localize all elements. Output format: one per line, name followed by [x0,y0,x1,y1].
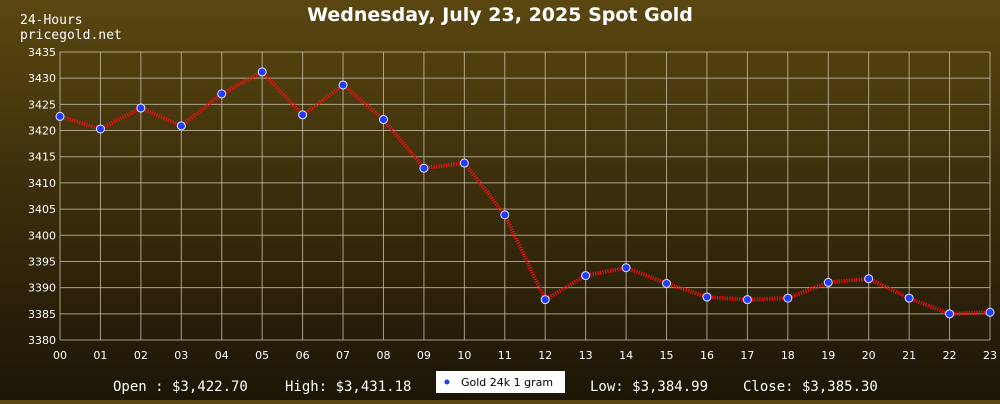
x-tick-label: 13 [579,349,593,362]
series-points [55,67,995,319]
data-point [783,293,793,303]
data-point [176,121,186,131]
y-tick-label: 3410 [28,177,56,190]
x-tick-label: 16 [700,349,714,362]
x-tick-label: 00 [53,349,67,362]
data-point [298,110,308,120]
legend: Gold 24k 1 gram [436,371,565,393]
grid [59,51,991,341]
y-tick-label: 3435 [28,46,56,59]
data-point [136,103,146,113]
data-point [378,115,388,125]
data-point [904,293,914,303]
data-point [823,277,833,287]
x-tick-label: 02 [134,349,148,362]
data-point [742,295,752,305]
data-point [985,307,995,317]
legend-label: Gold 24k 1 gram [461,376,553,389]
data-point [500,210,510,220]
y-tick-label: 3405 [28,203,56,216]
y-tick-label: 3425 [28,98,56,111]
x-tick-label: 03 [174,349,188,362]
x-tick-label: 22 [943,349,957,362]
x-tick-label: 10 [457,349,471,362]
x-tick-label: 08 [376,349,390,362]
y-tick-label: 3380 [28,334,56,347]
data-point [581,271,591,281]
y-tick-label: 3385 [28,308,56,321]
y-tick-label: 3390 [28,282,56,295]
x-tick-label: 09 [417,349,431,362]
data-point [217,89,227,99]
data-point [662,278,672,288]
data-point [419,163,429,173]
x-tick-label: 07 [336,349,350,362]
data-point [459,158,469,168]
chart-title: Wednesday, July 23, 2025 Spot Gold [307,4,693,26]
x-tick-label: 11 [498,349,512,362]
x-tick-label: 17 [740,349,754,362]
y-tick-label: 3415 [28,151,56,164]
data-point [55,111,65,121]
data-point [621,263,631,273]
low-stat: Low: $3,384.99 [590,379,708,395]
data-point [338,80,348,90]
series-line-layer [59,69,991,316]
x-tick-label: 04 [215,349,229,362]
x-tick-label: 15 [660,349,674,362]
corner-label-site: pricegold.net [20,28,122,43]
x-tick-label: 12 [538,349,552,362]
x-tick-label: 20 [862,349,876,362]
series-line [59,69,991,316]
high-stat: High: $3,431.18 [285,379,411,395]
y-tick-label: 3420 [28,125,56,138]
data-point [540,295,550,305]
x-tick-label: 01 [93,349,107,362]
data-point [95,124,105,134]
x-tick-label: 19 [821,349,835,362]
close-stat: Close: $3,385.30 [743,379,878,395]
data-point [257,67,267,77]
data-point [702,292,712,302]
data-point [945,309,955,319]
legend-box [436,371,565,393]
y-tick-label: 3395 [28,255,56,268]
x-tick-label: 21 [902,349,916,362]
open-stat: Open : $3,422.70 [113,379,248,395]
data-point [864,274,874,284]
x-tick-label: 18 [781,349,795,362]
y-tick-label: 3430 [28,72,56,85]
x-tick-label: 06 [296,349,310,362]
x-tick-label: 05 [255,349,269,362]
x-tick-label: 23 [983,349,997,362]
x-axis-ticks: 00 01 02 03 04 05 06 07 08 09 10 11 12 13 14 15 16 17 18 19… [53,349,997,362]
y-axis-ticks: 3380 3385 3390 3395 3400 3405 3410 3415 3420 3425… [28,46,56,347]
x-tick-label: 14 [619,349,633,362]
y-tick-label: 3400 [28,229,56,242]
corner-label-24h: 24-Hours [20,13,83,28]
blue-dot-icon [444,379,450,385]
